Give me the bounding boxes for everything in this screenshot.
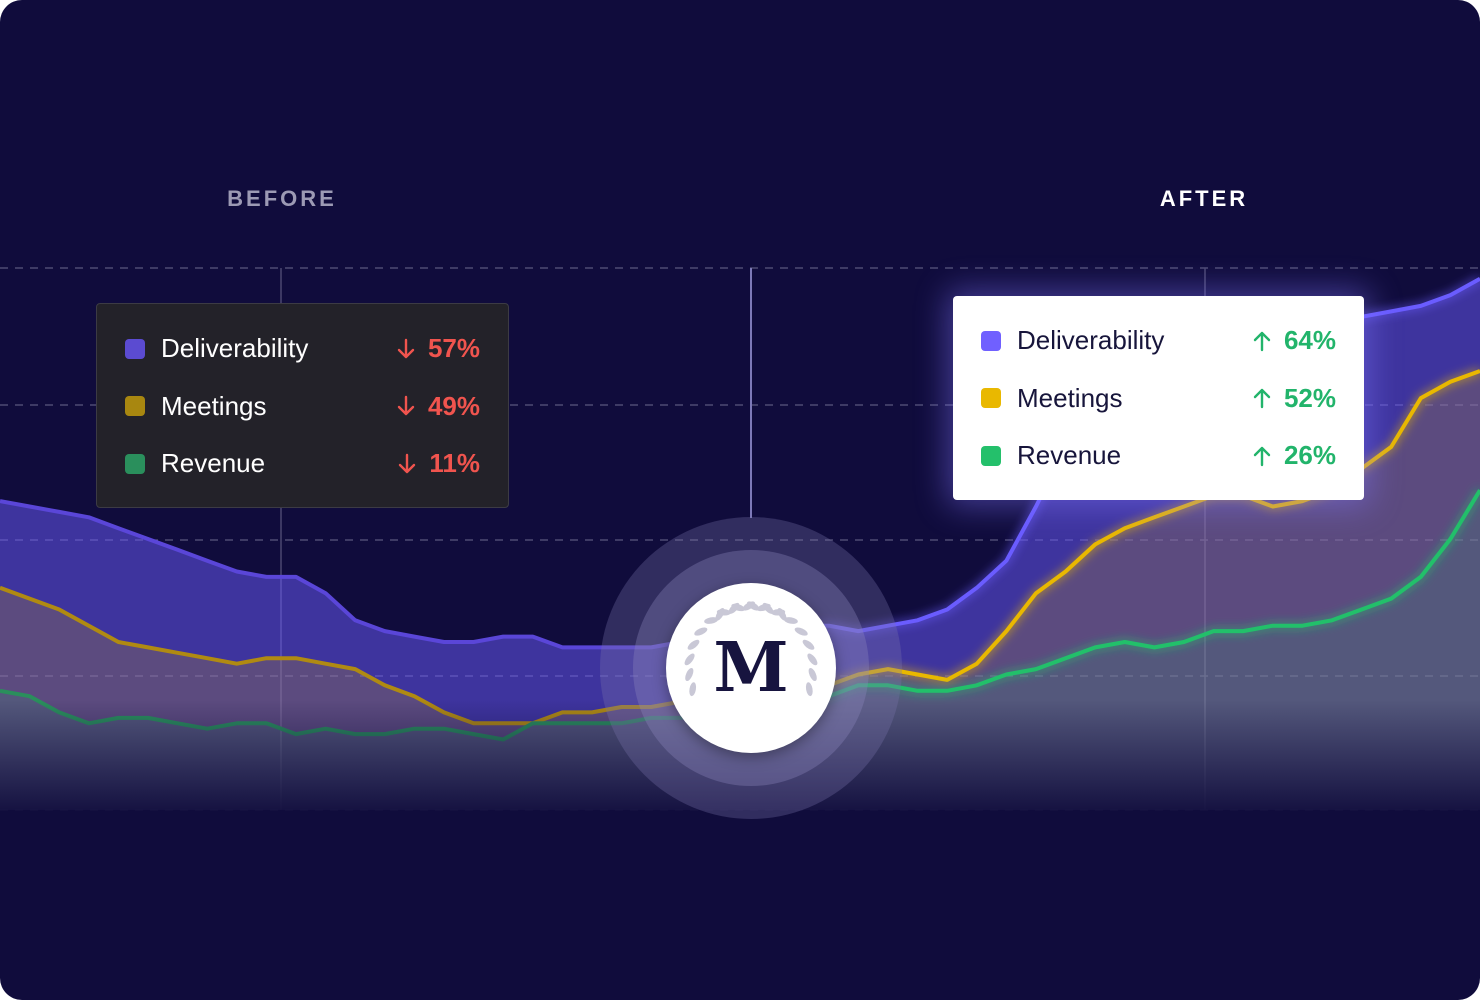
legend-swatch-revenue [981, 445, 1001, 466]
line-revenue-after [739, 489, 1480, 709]
legend-row-meetings: Meetings 49% [125, 378, 480, 436]
laurel-leaf [807, 653, 818, 666]
legend-change-value: 26% [1283, 440, 1336, 471]
legend-change-value: 49% [427, 390, 480, 421]
legend-label-meetings: Meetings [1017, 382, 1123, 413]
after-legend: Deliverability 64% Meetings 52% Revenue 26% [953, 296, 1364, 500]
legend-change-value: 11% [429, 448, 480, 479]
laurel-leaf [694, 627, 708, 636]
laurel-leaf [687, 639, 700, 650]
arrow-down-icon [397, 453, 429, 475]
legend-change-value: 52% [1283, 382, 1336, 413]
laurel-leaf [747, 601, 760, 611]
legend-change-deliverability: 57% [396, 333, 480, 364]
legend-label-deliverability: Deliverability [1017, 325, 1165, 356]
laurel-leaf [805, 682, 813, 697]
legend-label-deliverability: Deliverability [161, 333, 309, 364]
legend-label-revenue: Revenue [1017, 440, 1122, 471]
legend-change-value: 57% [427, 333, 480, 364]
legend-row-meetings: Meetings 52% [981, 370, 1336, 428]
arrow-up-icon [1252, 445, 1284, 467]
laurel-leaf [762, 602, 774, 614]
after-label: AFTER [1159, 186, 1249, 211]
legend-swatch-deliverability [981, 330, 1001, 351]
legend-label-meetings: Meetings [161, 390, 267, 421]
before-label: BEFORE [227, 186, 337, 211]
legend-row-deliverability: Deliverability 64% [981, 312, 1336, 370]
laurel-leaf [802, 639, 815, 650]
laurel-leaf [704, 617, 719, 624]
legend-change-revenue: 11% [397, 448, 480, 479]
laurel-leaf [689, 682, 697, 697]
brand-badge: M [666, 583, 836, 753]
legend-change-value: 64% [1283, 325, 1336, 356]
arrow-down-icon [396, 395, 428, 417]
arrow-up-icon [1252, 330, 1284, 352]
laurel-leaf [794, 627, 808, 636]
line-deliverability-before [0, 499, 740, 650]
legend-row-revenue: Revenue 26% [981, 427, 1336, 485]
before-legend: Deliverability 57% Meetings 49% Revenue 11% [96, 303, 509, 508]
legend-change-deliverability: 64% [1252, 325, 1336, 356]
laurel-leaf [684, 653, 695, 666]
legend-swatch-revenue [125, 453, 145, 474]
arrow-up-icon [1252, 387, 1284, 409]
laurel-leaf [783, 617, 798, 624]
laurel-leaf [808, 667, 817, 682]
legend-row-revenue: Revenue 11% [125, 435, 480, 493]
legend-change-meetings: 49% [396, 391, 480, 422]
legend-row-deliverability: Deliverability 57% [125, 320, 480, 378]
legend-swatch-deliverability [125, 338, 145, 359]
legend-change-revenue: 26% [1252, 440, 1336, 471]
badge-letter: M [713, 628, 789, 708]
legend-swatch-meetings [981, 388, 1001, 409]
legend-change-meetings: 52% [1252, 383, 1336, 414]
arrow-down-icon [396, 338, 428, 360]
legend-label-revenue: Revenue [161, 448, 266, 479]
laurel-leaf [716, 609, 731, 616]
laurel-wreath-icon [684, 601, 818, 697]
laurel-leaf [731, 603, 745, 612]
legend-swatch-meetings [125, 396, 145, 417]
laurel-leaf [777, 608, 787, 621]
laurel-leaf [685, 667, 694, 682]
